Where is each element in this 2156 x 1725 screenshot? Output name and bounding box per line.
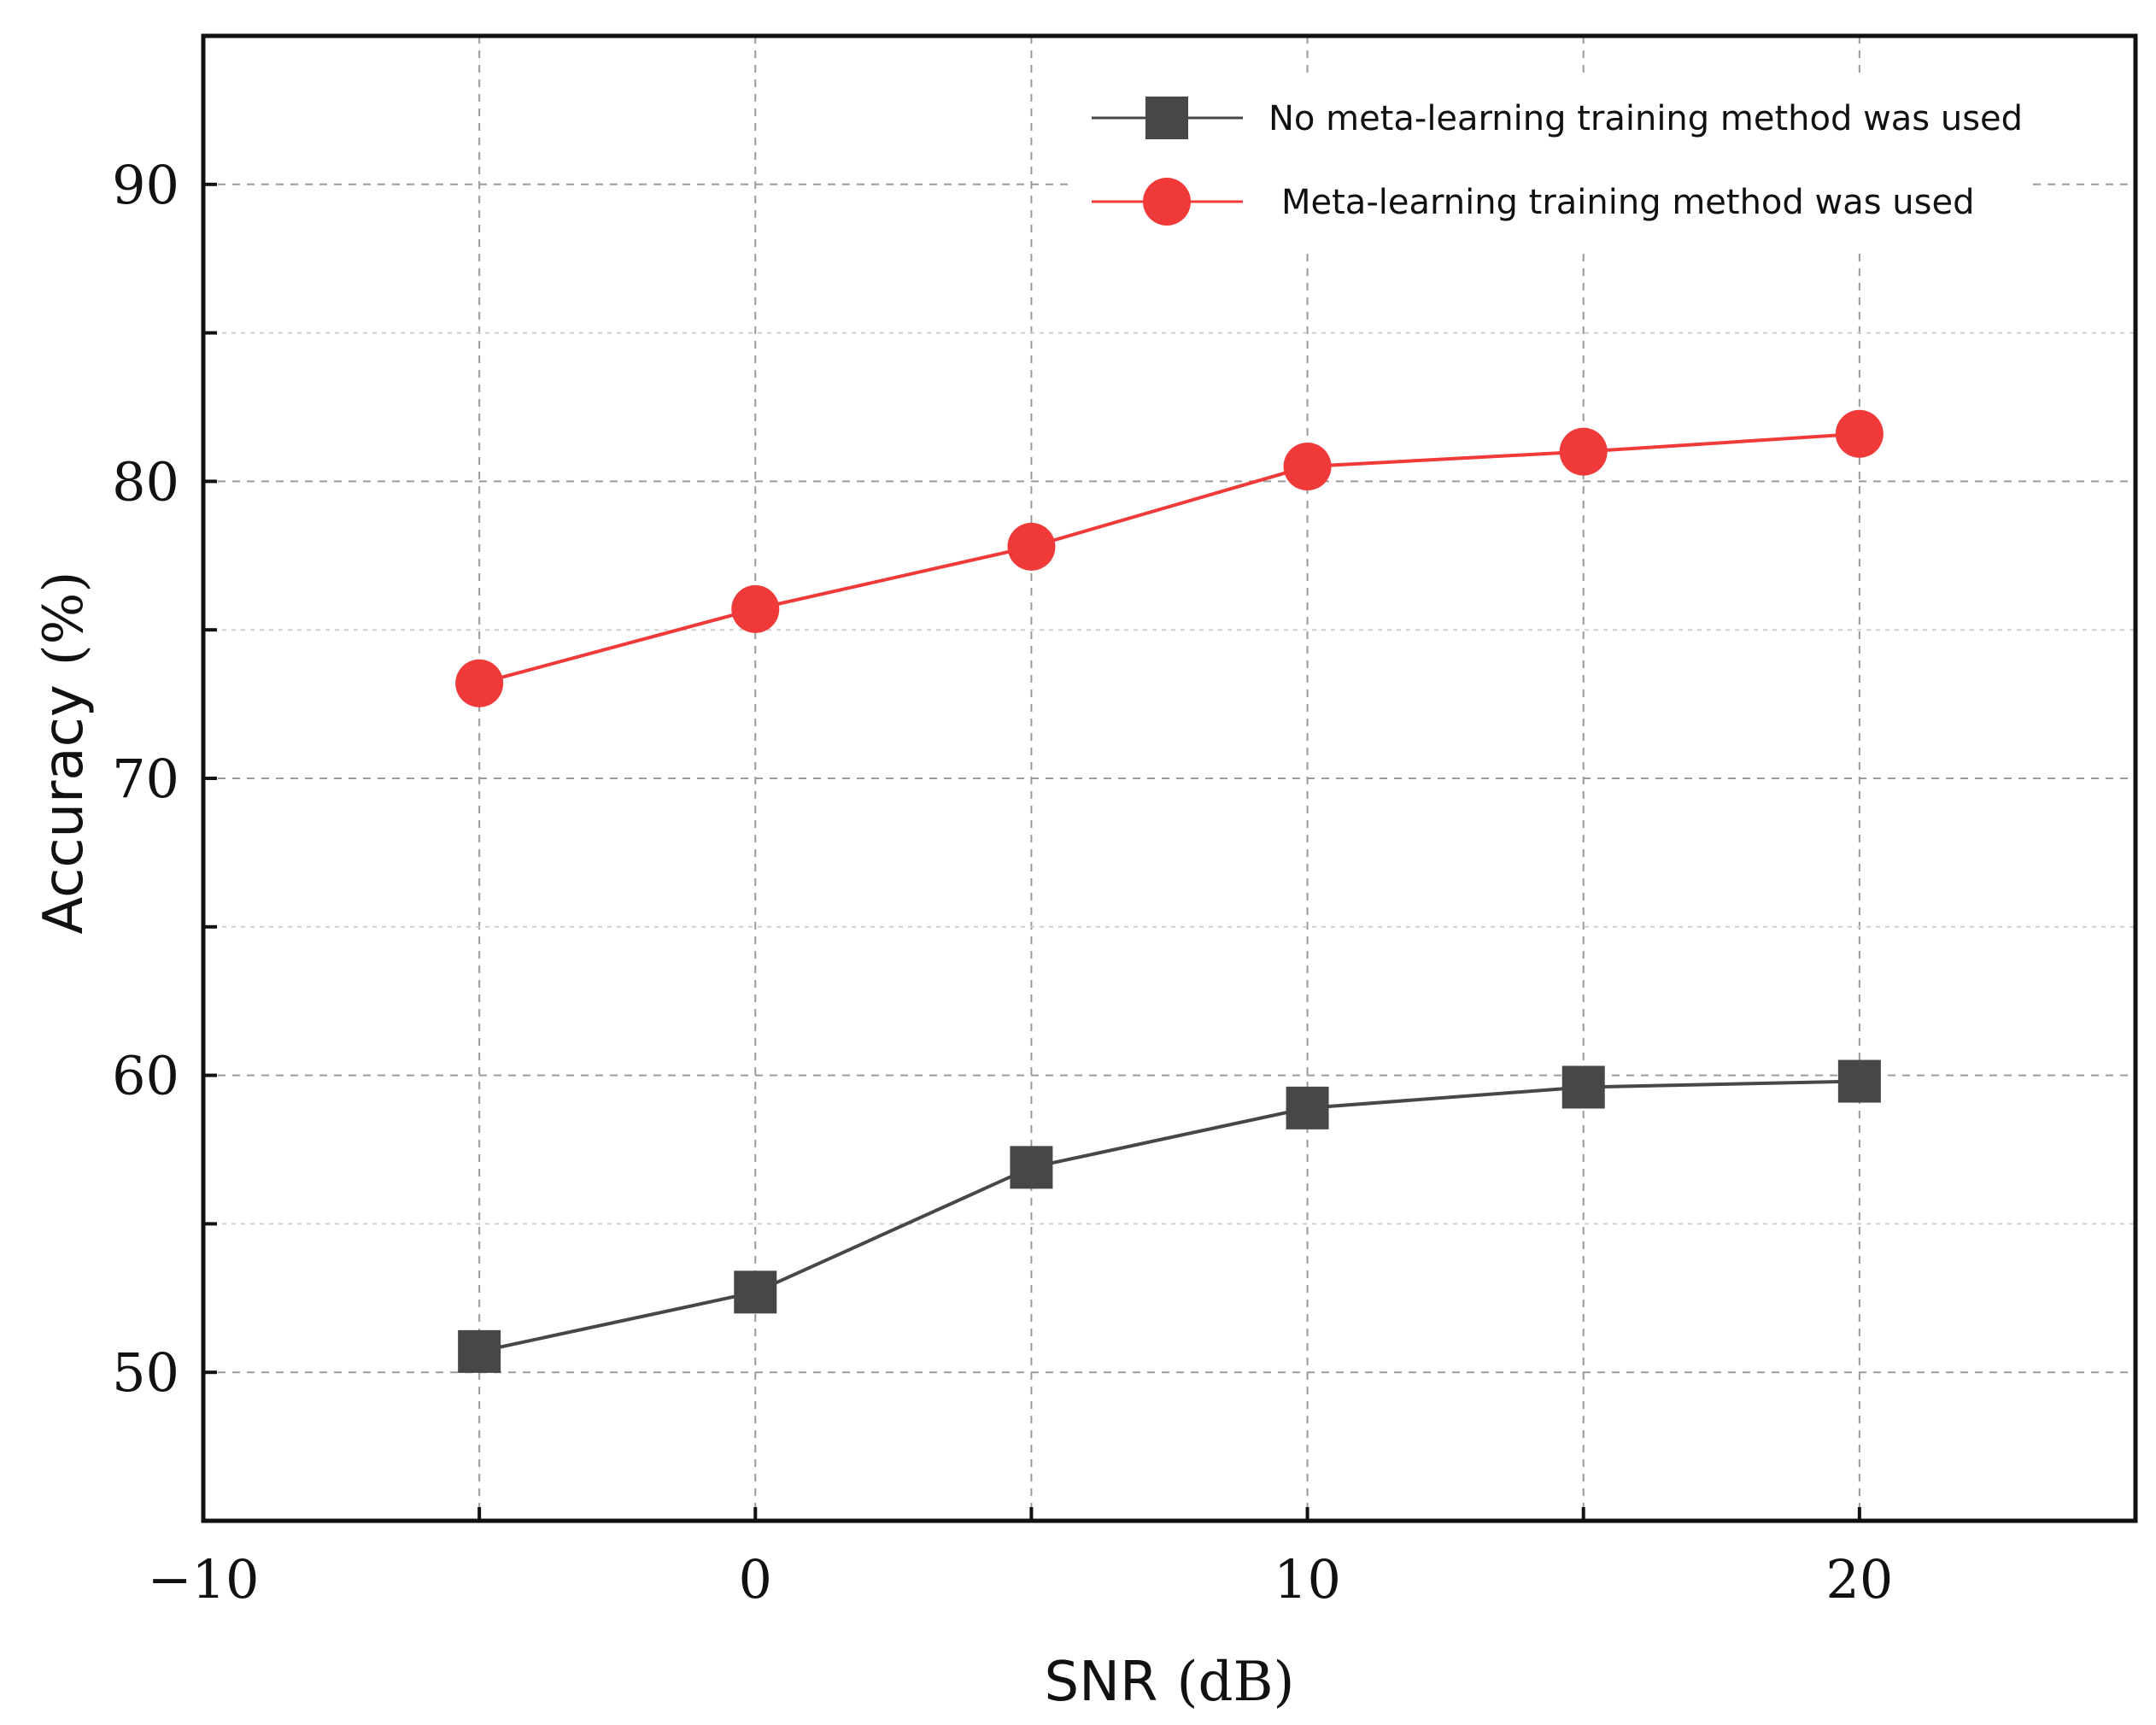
y-axis-title: Accuracy (%): [32, 572, 96, 935]
data-series: [455, 409, 1884, 1373]
data-point-square: [1286, 1086, 1329, 1129]
x-tick-label: 0: [739, 1548, 772, 1611]
data-point-circle: [1007, 522, 1056, 571]
y-tick-label: 60: [112, 1045, 179, 1107]
y-tick-label: 70: [112, 748, 179, 810]
data-point-circle: [1835, 409, 1884, 458]
y-tick-label: 90: [112, 154, 179, 216]
series-line-no-meta: [478, 1079, 1860, 1353]
x-tick-label: −10: [148, 1548, 260, 1611]
y-axis-unit: (%): [32, 572, 96, 666]
data-point-square: [1010, 1146, 1053, 1189]
x-tick-label: 20: [1825, 1548, 1893, 1611]
series-line-meta: [478, 431, 1860, 685]
legend-background: [1072, 73, 2029, 252]
y-tick-label: 80: [112, 450, 179, 513]
x-tick-label: 10: [1274, 1548, 1341, 1611]
data-point-circle: [1283, 443, 1332, 491]
grid-lines: [203, 36, 2135, 1521]
legend: No meta-learning training method was use…: [1072, 73, 2029, 252]
data-point-circle: [1559, 427, 1608, 476]
data-point-circle: [455, 659, 504, 707]
legend-square-marker: [1145, 97, 1188, 139]
x-axis-title: SNR (dB): [1045, 1651, 1295, 1714]
legend-label-no-meta: No meta-learning training method was use…: [1268, 99, 2023, 138]
data-point-square: [1837, 1059, 1881, 1103]
legend-label-meta: Meta-learning training method was used: [1281, 183, 1974, 222]
data-point-square: [734, 1270, 777, 1314]
x-axis-label: SNR: [1045, 1651, 1158, 1714]
data-point-square: [1561, 1065, 1605, 1109]
y-tick-label: 50: [112, 1341, 179, 1404]
data-point-circle: [731, 584, 780, 633]
ticks: −10 0 10 20 50 60 70 80 90: [112, 154, 1893, 1611]
axis-titles: SNR (dB) Accuracy (%): [32, 572, 1294, 1714]
legend-circle-marker: [1143, 178, 1191, 226]
x-axis-unit: (dB): [1177, 1651, 1295, 1714]
y-axis-label: Accuracy: [32, 684, 96, 934]
data-point-square: [458, 1329, 501, 1373]
